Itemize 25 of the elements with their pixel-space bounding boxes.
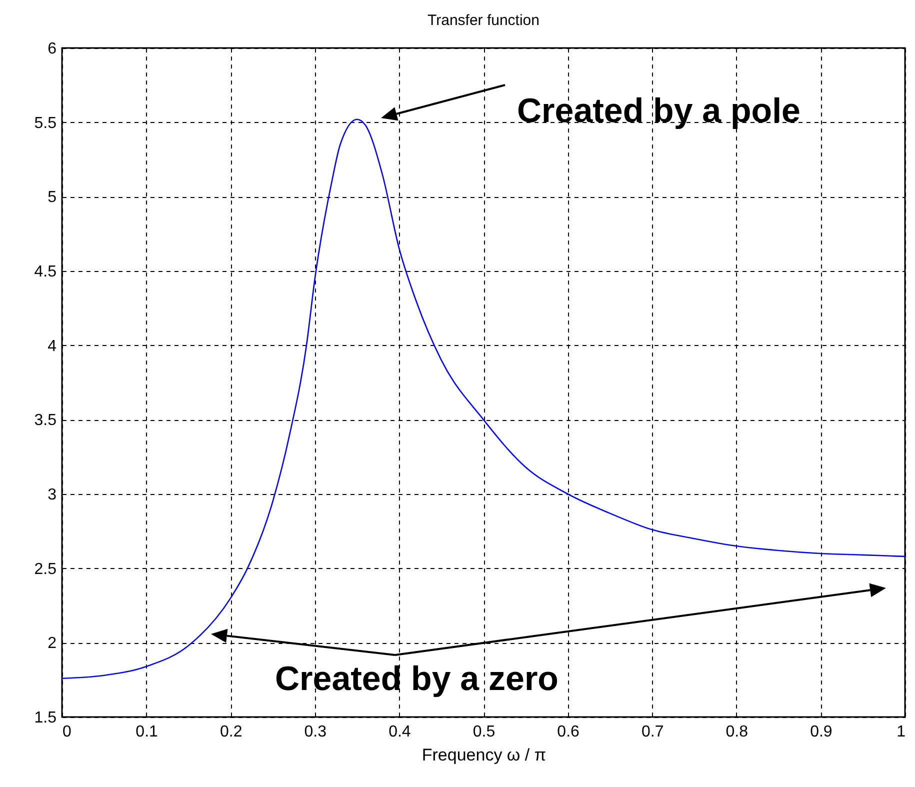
- y-tick-label: 4.5: [34, 264, 57, 280]
- y-tick-label: 4: [48, 338, 57, 355]
- chart-title: Transfer function: [428, 12, 540, 29]
- y-tick-label: 2.5: [34, 560, 57, 578]
- x-tick-label: 0.3: [304, 724, 327, 740]
- y-tick-label: 6: [48, 40, 57, 58]
- y-tick-label: 3: [48, 486, 57, 504]
- x-tick-label: 0.8: [726, 724, 748, 740]
- x-tick-label: 0.7: [641, 724, 664, 740]
- x-axis-title: Frequency ω / π: [422, 746, 546, 764]
- x-tick-label: 0.2: [220, 724, 242, 740]
- y-tick-label: 3.5: [34, 412, 57, 430]
- x-tick-label: 0.4: [388, 724, 411, 740]
- y-tick-label: 5: [48, 189, 57, 206]
- y-tick-label: 5.5: [34, 114, 57, 132]
- x-tick-label: 0: [62, 724, 72, 740]
- x-tick-label: 0.6: [557, 724, 580, 740]
- x-tick-label: 1: [896, 724, 906, 740]
- x-tick-label: 0.5: [472, 724, 496, 740]
- x-tick-label: 0.1: [136, 724, 158, 740]
- y-tick-label: 1.5: [34, 710, 57, 726]
- x-tick-label: 0.9: [810, 724, 832, 740]
- annotation: Created by a zero: [275, 660, 558, 698]
- y-tick-label: 2: [48, 635, 57, 652]
- annotation: Created by a pole: [517, 92, 800, 130]
